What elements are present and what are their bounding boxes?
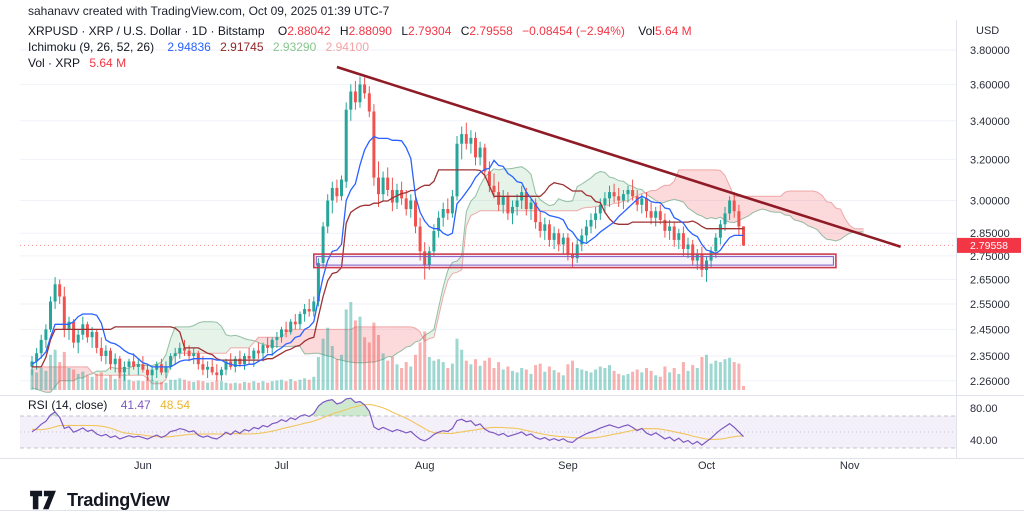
price-tick-label: 3.60000 bbox=[970, 79, 1010, 91]
symbol-legend-row[interactable]: XRPUSD · XRP / U.S. Dollar · 1D · Bitsta… bbox=[28, 24, 692, 39]
low-value: 2.79304 bbox=[408, 24, 452, 38]
price-tick-label: 2.65000 bbox=[970, 274, 1010, 286]
time-axis-label: Aug bbox=[415, 460, 435, 472]
price-tick-label: 2.45000 bbox=[970, 324, 1010, 336]
price-tick-label: 2.35000 bbox=[970, 351, 1010, 363]
volume-value: 5.64 M bbox=[654, 24, 692, 38]
rsi-pane-layer bbox=[20, 397, 956, 449]
time-axis-label: Jun bbox=[134, 460, 152, 472]
rsi-ma-line bbox=[31, 403, 744, 441]
attribution: sahanavv created with TradingView.com, O… bbox=[28, 4, 390, 18]
ichimoku-conversion-value: 2.94836 bbox=[167, 40, 211, 54]
volume-legend-row[interactable]: Vol · XRP 5.64 M bbox=[28, 56, 126, 71]
tradingview-logo-icon bbox=[30, 490, 56, 510]
volume-layer bbox=[30, 302, 745, 390]
price-axis[interactable]: USD 3.80000 3.60000 3.40000 3.20000 3.00000 2.… bbox=[957, 25, 1021, 447]
descending-trendline[interactable] bbox=[336, 65, 901, 248]
ichimoku-base-value: 2.91745 bbox=[220, 40, 264, 54]
price-tick-label: 3.20000 bbox=[970, 154, 1010, 166]
price-tick-label: 3.80000 bbox=[970, 45, 1010, 57]
volume-label: Vol bbox=[638, 24, 655, 38]
time-axis-label: Jul bbox=[274, 460, 288, 472]
symbol-title: XRPUSD · XRP / U.S. Dollar · 1D · Bitsta… bbox=[28, 24, 265, 38]
rsi-tick-label: 40.00 bbox=[970, 435, 998, 447]
rsi-label: RSI (14, close) bbox=[28, 398, 108, 412]
tradingview-logo[interactable]: TradingView bbox=[28, 488, 170, 512]
currency-label: USD bbox=[976, 25, 999, 37]
tenkan-line bbox=[31, 135, 744, 368]
close-value: 2.79558 bbox=[469, 24, 513, 38]
change-value: −0.08454 (−2.94%) bbox=[522, 24, 625, 38]
price-tick-label: 3.40000 bbox=[970, 116, 1010, 128]
open-label: O bbox=[277, 24, 288, 38]
support-zone-box-inner bbox=[315, 256, 834, 266]
price-tick-label: 2.85000 bbox=[970, 228, 1010, 240]
price-tick-label: 3.00000 bbox=[970, 196, 1010, 208]
volume-study-value: 5.64 M bbox=[89, 56, 127, 70]
open-value: 2.88042 bbox=[287, 24, 331, 38]
low-label: L bbox=[401, 24, 409, 38]
close-label: C bbox=[460, 24, 470, 38]
ichimoku-legend-row[interactable]: Ichimoku (9, 26, 52, 26) 2.94836 2.91745… bbox=[28, 40, 369, 55]
high-value: 2.88090 bbox=[348, 24, 392, 38]
time-axis[interactable]: Jun Jul Aug Sep Oct Nov bbox=[134, 460, 860, 472]
ichimoku-lead-a-value: 2.93290 bbox=[272, 40, 317, 54]
rsi-ma-value: 48.54 bbox=[160, 398, 191, 412]
volume-study-label: Vol · XRP bbox=[28, 56, 81, 70]
time-axis-label: Sep bbox=[558, 460, 578, 472]
price-tick-label: 2.26000 bbox=[970, 376, 1010, 388]
time-axis-label: Oct bbox=[698, 460, 715, 472]
ichimoku-lead-b-value: 2.94100 bbox=[325, 40, 370, 54]
last-price-badge-value: 2.79558 bbox=[970, 240, 1008, 252]
brand-name: TradingView bbox=[67, 489, 170, 510]
price-tick-label: 2.75000 bbox=[970, 251, 1010, 263]
ichimoku-cloud-layer bbox=[31, 166, 864, 393]
support-zone-box[interactable] bbox=[312, 253, 837, 269]
rsi-tick-label: 80.00 bbox=[970, 403, 998, 415]
rsi-line bbox=[31, 397, 744, 446]
ichimoku-label: Ichimoku (9, 26, 52, 26) bbox=[28, 40, 155, 54]
price-tick-label: 2.55000 bbox=[970, 299, 1010, 311]
time-axis-label: Nov bbox=[840, 460, 860, 472]
kijun-line bbox=[32, 169, 744, 368]
high-label: H bbox=[339, 24, 349, 38]
rsi-value: 41.47 bbox=[120, 398, 151, 412]
last-price-badge bbox=[957, 237, 1021, 253]
rsi-legend-row[interactable]: RSI (14, close) 41.47 48.54 bbox=[28, 398, 190, 413]
